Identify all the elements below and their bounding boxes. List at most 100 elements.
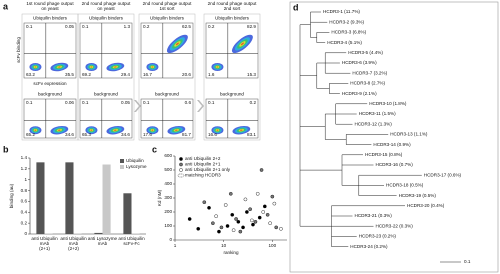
x-tick-label: 100 [269,243,277,248]
column-frame [203,13,261,141]
arrow [134,100,141,112]
legend-label: anti Ubiquilin 2+1 only [185,167,231,172]
quadrant-value: 65.3 [82,132,91,137]
y-tick-label: 500 [164,167,172,172]
y-tick-label: 600 [164,153,172,158]
point [202,200,207,204]
quadrant-value: 63.2 [26,72,35,77]
bar [73,233,82,234]
axis-label: ranking [223,250,239,255]
point [243,197,248,202]
y-tick-label: 200 [164,209,172,214]
point [217,229,221,234]
y-tick-label: 1.2 [21,166,28,171]
quadrant-value: 17.6 [143,132,152,137]
bar [102,164,111,234]
axis-label: scFv expression [33,81,67,86]
quadrant-value: 0.6 [185,100,192,105]
x-tick-label: (2+2) [68,246,79,251]
quadrant-value: 16.6 [208,132,217,137]
density [151,129,154,131]
leaf-label: HCDR3-17 (0.6%) [424,172,462,177]
column-title: 1st sort [159,6,175,11]
point [230,212,235,217]
quadrant-value: 0.2 [208,24,215,29]
quadrant-value: 62.5 [182,24,191,29]
point [268,221,272,225]
leaf-label: HCDR3-23 (0.2%) [359,234,397,239]
x-tick-label: mAb [69,241,79,246]
column-title: 2nd round phage output [208,1,258,6]
quadrant-value: 0.05 [65,24,74,29]
x-tick-label: anti Ubiquilin [118,236,145,241]
density [240,129,243,131]
bar [131,233,140,234]
quadrant-value: 20.6 [182,72,191,77]
quadrant-value: 0.1 [143,100,150,105]
leaf-label: HCDR3-24 (0.2%) [350,244,388,249]
point [241,225,245,230]
quadrant-value: 15.3 [247,72,256,77]
density [114,66,117,68]
quadrant-value: 29.4 [121,72,130,77]
density [58,66,61,68]
point [236,219,241,224]
density [240,42,244,46]
point [196,226,201,231]
y-tick-label: 0 [24,231,27,236]
quadrant-value: 0.1 [26,100,33,105]
leaf-label: HCDR3-3 (6.8%) [331,30,366,35]
plot-label: background [38,92,62,97]
quadrant-value: 0.2 [143,24,150,29]
legend-marker [179,168,183,172]
panel-label: b [3,144,9,154]
x-tick-label: mAb [98,241,108,246]
panel-label: c [152,144,157,154]
leaf-label: HCDR3-12 (1.3%) [355,121,393,126]
leaf-label: HCDR3-22 (0.3%) [376,223,414,228]
legend-marker [179,162,183,167]
point [228,191,233,196]
leaf-label: HCDR3-19 (0.5%) [399,193,437,198]
x-tick-label: anti Lysozyme [88,236,118,241]
legend-label: Lysozyme [126,164,147,169]
leaf-label: HCDR3-6 (3.9%) [342,60,377,65]
leaf-label: HCDR3-8 (2.7%) [350,81,385,86]
point [272,201,277,206]
plot-label: Ubiquilin binders [33,16,68,21]
leaf-label: HCDR3-5 (4.4%) [348,50,383,55]
density [216,66,219,68]
axis-label: Kd (nM) [157,189,162,206]
bar [36,162,45,234]
quadrant-value: 34.6 [121,132,130,137]
legend-swatch [120,165,124,169]
y-tick-label: 1.4 [21,155,28,160]
y-tick-label: 300 [164,195,172,200]
y-tick-label: 0 [169,237,172,242]
leaf-label: HCDR3-13 (1.1%) [390,132,428,137]
plot-label: Ubiquilin binders [215,16,250,21]
bar [123,193,132,234]
point [225,224,230,228]
column-title: 2nd sort [224,6,241,11]
point [231,228,236,232]
leaf-label: HCDR3-1 (11.7%) [323,9,360,14]
point [279,226,283,231]
density [58,129,61,131]
leaf-label: HCDR3-14 (0.9%) [373,142,411,147]
point [248,207,252,211]
leaf-label: HCDR3-20 (0.4%) [407,203,445,208]
panel-label: a [3,1,9,11]
point [261,210,266,214]
column-title: 2nd round phage output [82,1,132,6]
leaf-label: HCDR3-21 (0.3%) [355,213,393,218]
x-tick-label: mAb [40,241,50,246]
density [90,129,93,131]
quadrant-value: 0.1 [82,100,89,105]
leaf-label: HCDR3-9 (2.1%) [342,91,377,96]
point [274,225,279,230]
x-tick-label: (2+1) [39,246,50,251]
leaf-label: HCDR3-2 (9.3%) [329,19,364,24]
x-tick-label: anti Ubiquilin [60,236,87,241]
leaf-label: HCDR3-7 (3.2%) [352,70,387,75]
